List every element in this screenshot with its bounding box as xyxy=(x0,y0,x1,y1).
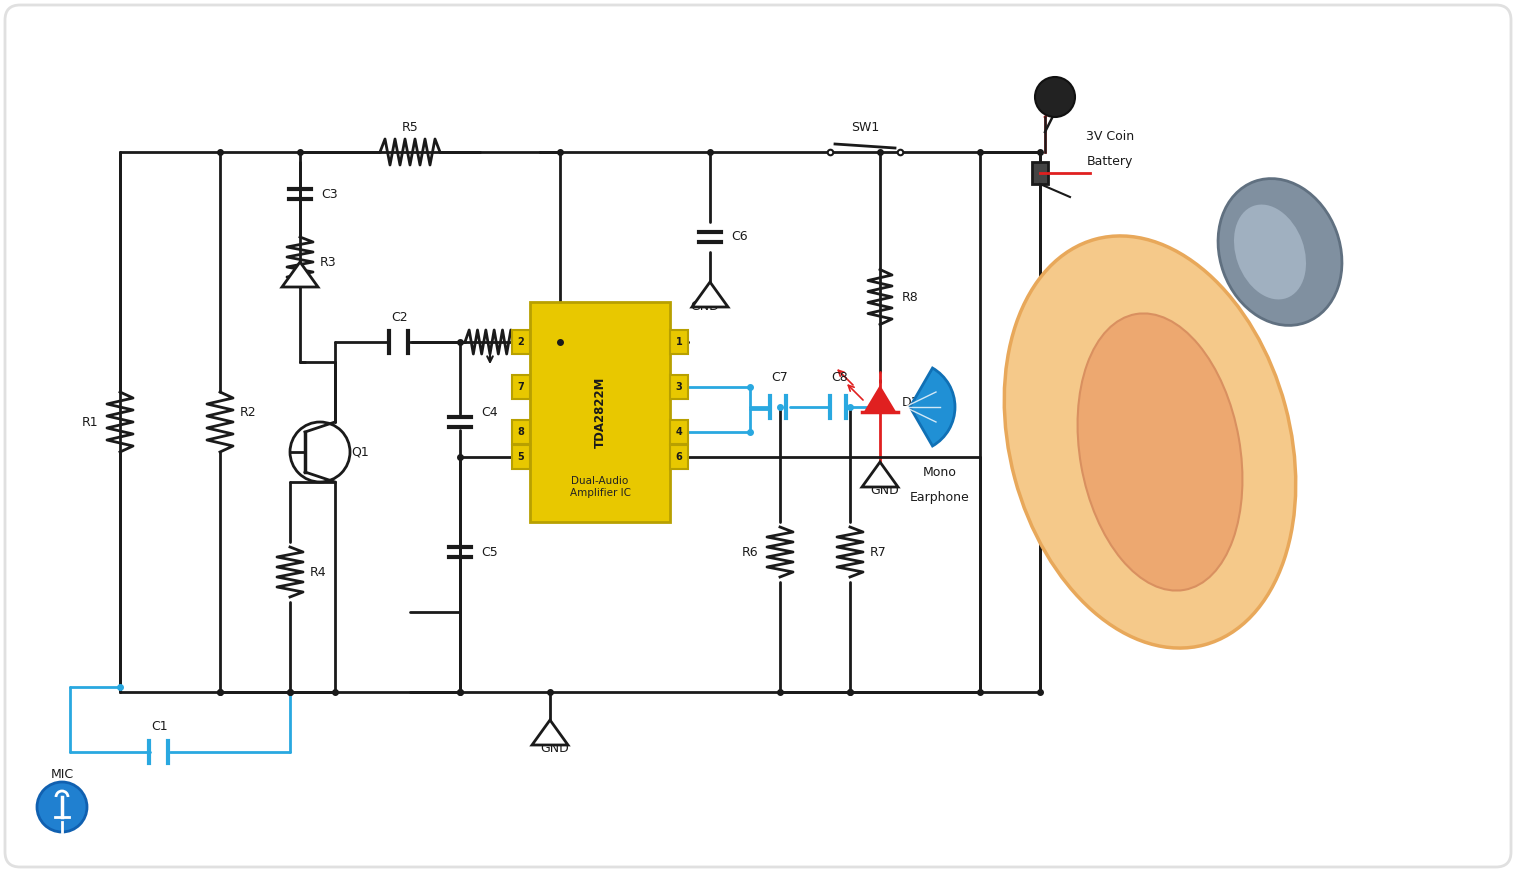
Text: P1: P1 xyxy=(523,333,538,346)
Ellipse shape xyxy=(1004,236,1296,648)
Text: R4: R4 xyxy=(309,566,326,578)
Text: TDA2822M: TDA2822M xyxy=(593,377,606,447)
Text: MIC: MIC xyxy=(50,767,74,780)
Polygon shape xyxy=(532,720,568,745)
Text: C7: C7 xyxy=(772,371,788,384)
Text: GND: GND xyxy=(541,741,570,754)
Text: R7: R7 xyxy=(870,546,887,558)
Text: D1: D1 xyxy=(901,396,919,408)
Text: 6: 6 xyxy=(676,452,682,462)
Text: R6: R6 xyxy=(741,546,758,558)
Text: Q1: Q1 xyxy=(352,446,368,459)
Text: 3: 3 xyxy=(676,382,682,392)
Ellipse shape xyxy=(1233,203,1307,301)
Text: Earphone: Earphone xyxy=(910,490,970,503)
FancyBboxPatch shape xyxy=(1032,162,1048,184)
Text: 8: 8 xyxy=(517,427,525,437)
FancyBboxPatch shape xyxy=(531,302,670,522)
FancyBboxPatch shape xyxy=(512,330,531,354)
FancyBboxPatch shape xyxy=(512,445,531,469)
Wedge shape xyxy=(910,368,955,446)
Polygon shape xyxy=(866,387,894,412)
Text: SW1: SW1 xyxy=(850,120,879,133)
Text: R8: R8 xyxy=(902,290,919,303)
Text: 4: 4 xyxy=(676,427,682,437)
Text: 7: 7 xyxy=(517,382,525,392)
Text: 3V Coin: 3V Coin xyxy=(1085,131,1134,144)
Text: C1: C1 xyxy=(152,720,168,733)
FancyBboxPatch shape xyxy=(670,420,688,444)
Circle shape xyxy=(36,782,86,832)
FancyBboxPatch shape xyxy=(670,375,688,399)
Ellipse shape xyxy=(1217,179,1342,325)
Text: 2: 2 xyxy=(517,337,525,347)
Text: 1: 1 xyxy=(676,337,682,347)
Text: C4: C4 xyxy=(482,405,499,419)
Text: C5: C5 xyxy=(482,546,499,558)
Text: C6: C6 xyxy=(732,230,749,243)
Polygon shape xyxy=(863,462,897,487)
Text: GND: GND xyxy=(870,483,899,496)
Text: R2: R2 xyxy=(240,405,256,419)
FancyBboxPatch shape xyxy=(5,5,1511,867)
Text: 5: 5 xyxy=(517,452,525,462)
Circle shape xyxy=(1035,77,1075,117)
Ellipse shape xyxy=(1078,313,1243,590)
Text: Dual-Audio
Amplifier IC: Dual-Audio Amplifier IC xyxy=(570,476,631,498)
Text: C2: C2 xyxy=(391,310,408,324)
Text: R1: R1 xyxy=(82,415,99,428)
Text: C3: C3 xyxy=(321,187,338,201)
FancyBboxPatch shape xyxy=(512,375,531,399)
Text: Battery: Battery xyxy=(1087,155,1132,168)
Text: R5: R5 xyxy=(402,120,418,133)
Text: C8: C8 xyxy=(832,371,849,384)
Polygon shape xyxy=(691,282,728,307)
FancyBboxPatch shape xyxy=(670,330,688,354)
Circle shape xyxy=(290,422,350,482)
FancyBboxPatch shape xyxy=(670,445,688,469)
Text: GND: GND xyxy=(691,301,720,314)
Polygon shape xyxy=(282,262,318,287)
FancyBboxPatch shape xyxy=(512,420,531,444)
Text: R3: R3 xyxy=(320,255,337,269)
Text: Mono: Mono xyxy=(923,466,957,479)
